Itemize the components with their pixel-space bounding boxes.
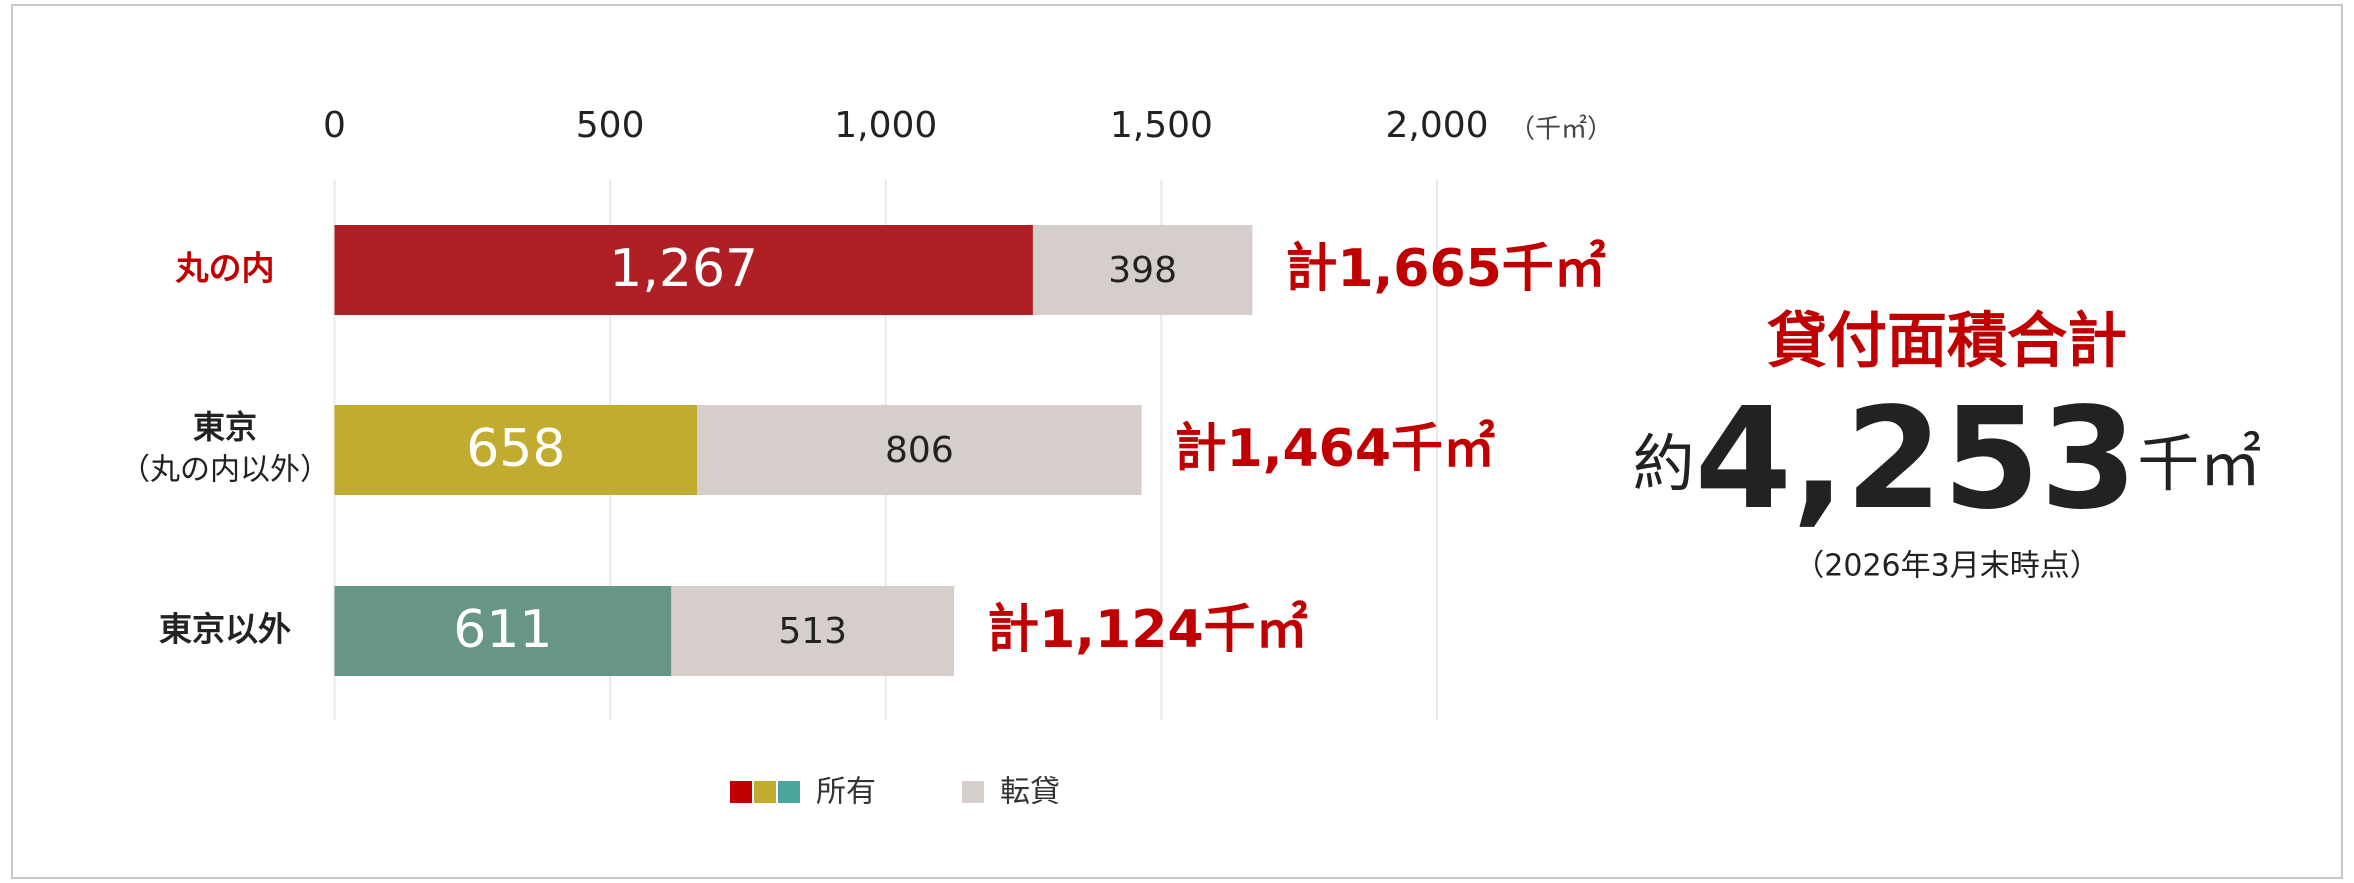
summary-total: 約4,253千㎡: [1633, 378, 2262, 541]
x-tick-label: 2,000: [1385, 105, 1488, 146]
bar: [697, 405, 1142, 495]
x-tick-label: 1,500: [1110, 105, 1213, 146]
legend-swatch: [962, 781, 984, 803]
category-label: 東京: [193, 408, 257, 446]
x-axis-label: （千㎡）: [1509, 115, 1613, 145]
legend-label: 所有: [816, 775, 876, 810]
x-tick-label: 1,000: [834, 105, 937, 146]
data-label: 398: [1108, 250, 1177, 291]
bar: [671, 586, 955, 676]
legend-label: 転貸: [1000, 775, 1060, 810]
data-label: 611: [453, 600, 552, 660]
data-label: 806: [885, 430, 954, 471]
bar: [334, 225, 1033, 315]
data-label: 658: [466, 419, 565, 479]
category-label: （丸の内以外）: [120, 453, 330, 488]
legend-swatch: [730, 781, 752, 803]
bar: [334, 405, 698, 495]
category-label: 東京以外: [159, 610, 291, 649]
bar: [334, 586, 672, 676]
summary-title: 貸付面積合計: [1767, 307, 2127, 377]
total-label: 計1,665千㎡: [1285, 239, 1605, 299]
summary-unit: 千㎡: [2137, 427, 2261, 500]
total-label: 計1,124千㎡: [987, 600, 1307, 660]
data-label: 513: [778, 611, 847, 652]
bar: [1032, 225, 1253, 315]
x-tick-label: 500: [576, 105, 645, 146]
summary-value: 4,253: [1695, 378, 2138, 541]
legend-swatch: [778, 781, 800, 803]
summary-note: （2026年3月末時点）: [1794, 549, 2099, 584]
legend-swatch: [754, 781, 776, 803]
category-label: 丸の内: [175, 249, 275, 288]
data-label: 1,267: [609, 239, 758, 299]
x-tick-label: 0: [323, 105, 346, 146]
summary-prefix: 約: [1633, 427, 1695, 500]
total-label: 計1,464千㎡: [1175, 419, 1495, 479]
